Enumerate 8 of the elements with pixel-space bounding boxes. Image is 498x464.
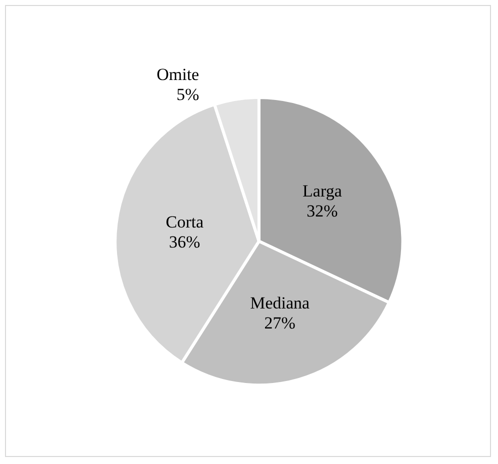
slice-label: Mediana xyxy=(250,294,310,313)
slice-label: Corta xyxy=(166,212,204,232)
data-label: 5% xyxy=(176,84,200,104)
slice-label: Larga xyxy=(302,182,342,201)
slice-label: Omite xyxy=(156,64,200,84)
data-label: 36% xyxy=(169,232,200,252)
data-label: 27% xyxy=(264,314,296,333)
data-label: 32% xyxy=(306,202,338,221)
